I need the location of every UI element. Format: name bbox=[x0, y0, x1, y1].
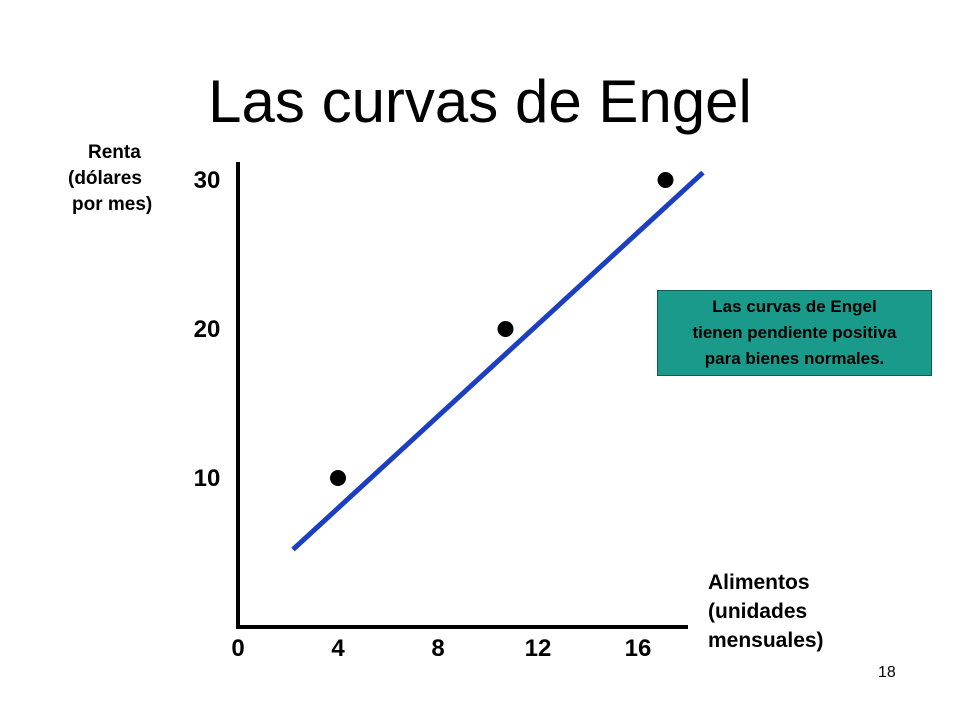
chart-series bbox=[291, 170, 705, 552]
y-tick-label-20: 20 bbox=[194, 316, 221, 343]
slide-title: Las curvas de Engel bbox=[208, 68, 752, 135]
data-point-2 bbox=[497, 321, 514, 337]
page-number: 18 bbox=[878, 664, 896, 681]
callout-line-3: para bienes normales. bbox=[704, 349, 885, 368]
y-axis-label-line-3: por mes) bbox=[72, 194, 153, 215]
x-axis-label-line-2: (unidades bbox=[708, 600, 808, 623]
x-axis-label-line-3: mensuales) bbox=[708, 629, 824, 652]
data-point-3 bbox=[657, 172, 674, 188]
data-point-1 bbox=[330, 470, 346, 486]
callout-line-1: Las curvas de Engel bbox=[712, 297, 877, 316]
y-axis-label-line-2: (dólares bbox=[68, 168, 142, 189]
callout-line-2: tienen pendiente positiva bbox=[692, 323, 897, 342]
x-tick-label-8: 8 bbox=[431, 635, 444, 662]
y-tick-label-30: 30 bbox=[194, 167, 221, 194]
callout-box: Las curvas de Engel tienen pendiente pos… bbox=[657, 290, 932, 376]
x-tick-label-16: 16 bbox=[625, 635, 652, 662]
y-axis-label-line-1: Renta bbox=[88, 142, 141, 163]
chart-ticks: 0 4 8 12 16 10 20 30 bbox=[194, 167, 652, 662]
y-tick-label-10: 10 bbox=[194, 465, 221, 492]
engel-curve-line bbox=[291, 170, 705, 552]
x-axis-label-line-1: Alimentos bbox=[708, 571, 810, 594]
x-tick-label-4: 4 bbox=[331, 635, 345, 662]
chart-axes bbox=[236, 162, 688, 629]
x-tick-label-12: 12 bbox=[525, 635, 552, 662]
x-tick-label-0: 0 bbox=[231, 635, 244, 662]
